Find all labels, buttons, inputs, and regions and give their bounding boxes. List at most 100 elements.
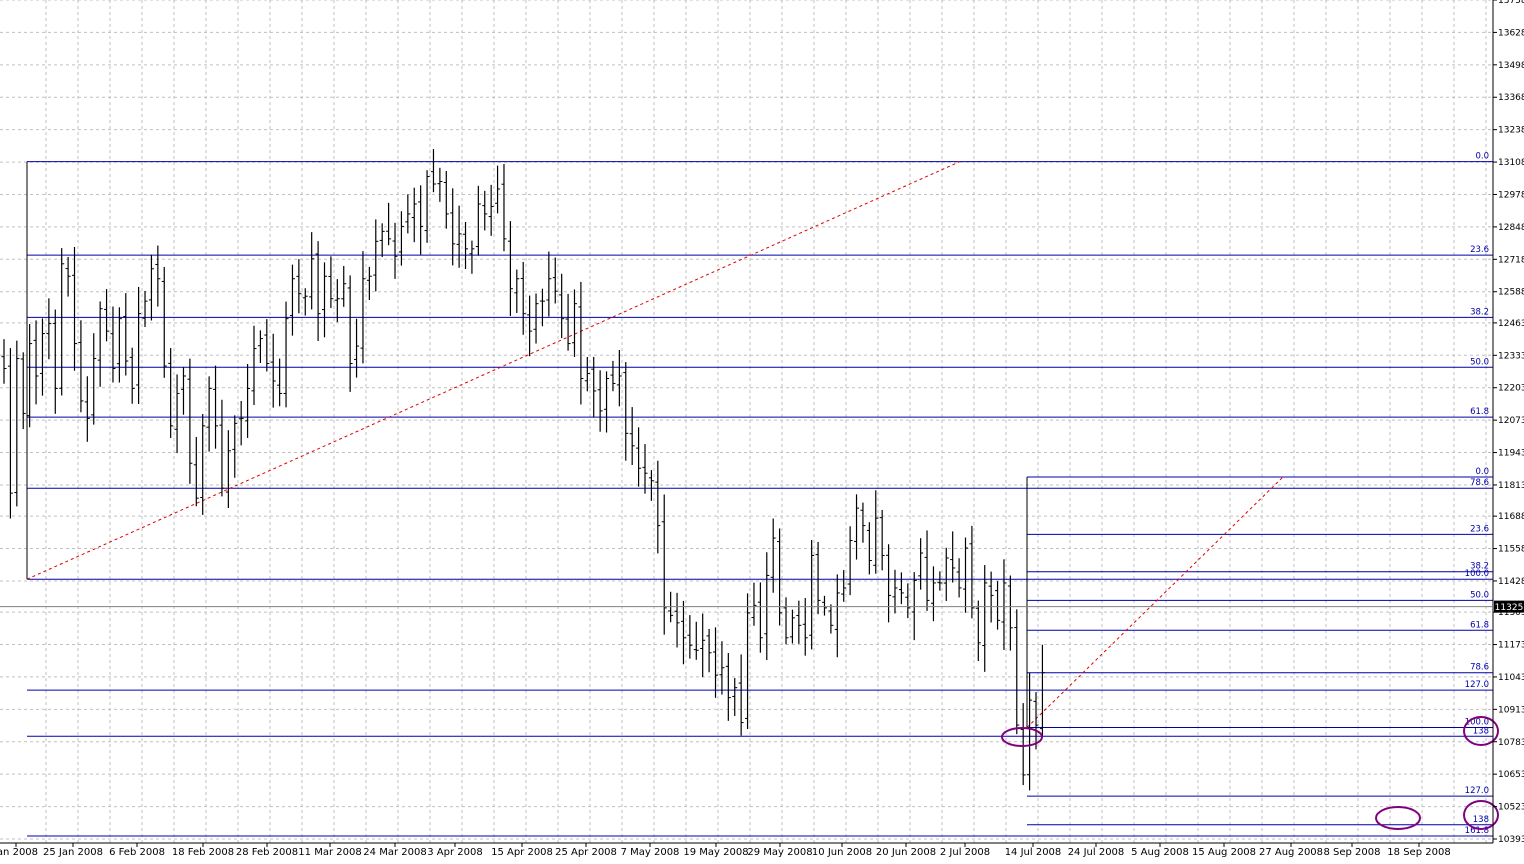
y-tick-label: 10393 xyxy=(1498,835,1524,845)
price-bar xyxy=(713,627,719,698)
price-bar xyxy=(39,318,45,396)
price-bar xyxy=(200,414,206,515)
x-tick-label: 24 Jul 2008 xyxy=(1068,847,1125,858)
price-bar xyxy=(238,400,244,446)
price-bar xyxy=(14,340,20,507)
annotation-circle xyxy=(1375,806,1421,830)
price-bar xyxy=(322,262,327,338)
x-tick-label: 25 Jan 2008 xyxy=(43,847,103,858)
y-tick-label: 11813 xyxy=(1498,481,1524,491)
price-bar xyxy=(334,279,340,323)
fib-level-label: 0.0 xyxy=(1475,152,1489,162)
x-tick-label: 7 May 2008 xyxy=(621,847,680,858)
price-bar xyxy=(219,399,225,497)
fib-level-label: 61.8 xyxy=(1470,407,1489,417)
price-bar xyxy=(732,678,738,716)
y-tick-label: 11688 xyxy=(1498,512,1524,522)
price-bar xyxy=(988,571,994,623)
price-bar xyxy=(91,333,97,425)
current-price-label: 11325 xyxy=(1495,603,1524,613)
x-tick-label: 18 Sep 2008 xyxy=(1387,847,1450,858)
y-tick-label: 12588 xyxy=(1498,288,1524,298)
price-bar xyxy=(648,470,654,501)
price-bar xyxy=(309,232,315,310)
price-bar xyxy=(129,347,135,404)
price-bar xyxy=(123,293,129,376)
y-tick-label: 10653 xyxy=(1498,770,1524,780)
x-tick-label: 25 Apr 2008 xyxy=(555,847,617,858)
price-bar xyxy=(366,266,372,300)
y-tick-label: 12333 xyxy=(1498,351,1524,361)
price-bar xyxy=(905,583,911,619)
x-tick-label: 15 Apr 2008 xyxy=(491,847,553,858)
price-bar xyxy=(110,306,116,383)
y-tick-label: 13368 xyxy=(1498,93,1524,103)
price-bar xyxy=(302,288,308,316)
y-tick-label: 11173 xyxy=(1498,641,1524,651)
y-tick-label: 12463 xyxy=(1498,319,1524,329)
price-bar xyxy=(789,609,795,644)
price-bar xyxy=(206,376,212,452)
price-bar xyxy=(289,264,295,336)
price-bar xyxy=(777,528,783,626)
price-bar xyxy=(116,307,122,383)
price-bar xyxy=(841,570,847,602)
price-bar xyxy=(706,628,712,673)
annotation-circle xyxy=(1463,800,1499,830)
price-bar xyxy=(386,202,392,246)
price-bar xyxy=(854,494,860,560)
annotation-circle xyxy=(1463,716,1499,746)
price-bar xyxy=(597,370,603,432)
price-bar xyxy=(251,325,257,405)
price-bar xyxy=(693,621,699,660)
price-bar xyxy=(341,265,347,307)
price-bar xyxy=(437,167,443,202)
y-tick-label: 13628 xyxy=(1498,28,1524,38)
y-tick-label: 11558 xyxy=(1498,545,1524,555)
price-bar xyxy=(392,222,398,279)
y-tick-label: 13238 xyxy=(1498,126,1524,136)
price-bar xyxy=(155,245,161,307)
price-bar xyxy=(373,219,379,292)
price-bar xyxy=(97,301,103,387)
price-bar xyxy=(520,261,526,335)
price-bar xyxy=(136,286,142,404)
price-bar xyxy=(918,538,924,590)
fib-level-label: 23.6 xyxy=(1470,245,1489,255)
price-bar xyxy=(187,358,193,484)
y-tick-label: 11428 xyxy=(1498,577,1524,587)
price-bar xyxy=(72,246,78,371)
price-bar xyxy=(982,565,988,672)
price-bar xyxy=(571,289,577,357)
x-tick-label: 19 May 2008 xyxy=(683,847,748,858)
price-bar xyxy=(296,259,302,314)
price-bar xyxy=(578,281,584,405)
fib-level-label: 50.0 xyxy=(1470,590,1489,600)
grid xyxy=(0,0,1493,843)
price-bar xyxy=(315,241,321,341)
price-bar xyxy=(995,581,1001,630)
price-bar xyxy=(1039,644,1045,738)
price-bar xyxy=(719,641,725,695)
price-bar xyxy=(180,367,186,415)
y-tick-label: 11943 xyxy=(1498,449,1524,459)
x-tick-label: 14 Jul 2008 xyxy=(1005,847,1062,858)
price-bar xyxy=(52,309,58,414)
price-bar xyxy=(860,502,866,543)
price-bar xyxy=(1033,692,1039,750)
price-bar xyxy=(495,165,501,214)
price-bar xyxy=(616,349,622,407)
y-tick-label: 10523 xyxy=(1498,803,1524,813)
y-tick-label: 11303 xyxy=(1498,608,1524,618)
price-bar xyxy=(142,290,148,328)
price-bar xyxy=(623,362,629,461)
fib-level-label: 127.0 xyxy=(1465,680,1489,690)
price-bar xyxy=(950,531,956,583)
price-bar xyxy=(430,149,436,193)
price-bar xyxy=(405,194,411,234)
price-bar xyxy=(975,600,981,662)
x-tick-label: 27 Aug 2008 xyxy=(1259,847,1323,858)
